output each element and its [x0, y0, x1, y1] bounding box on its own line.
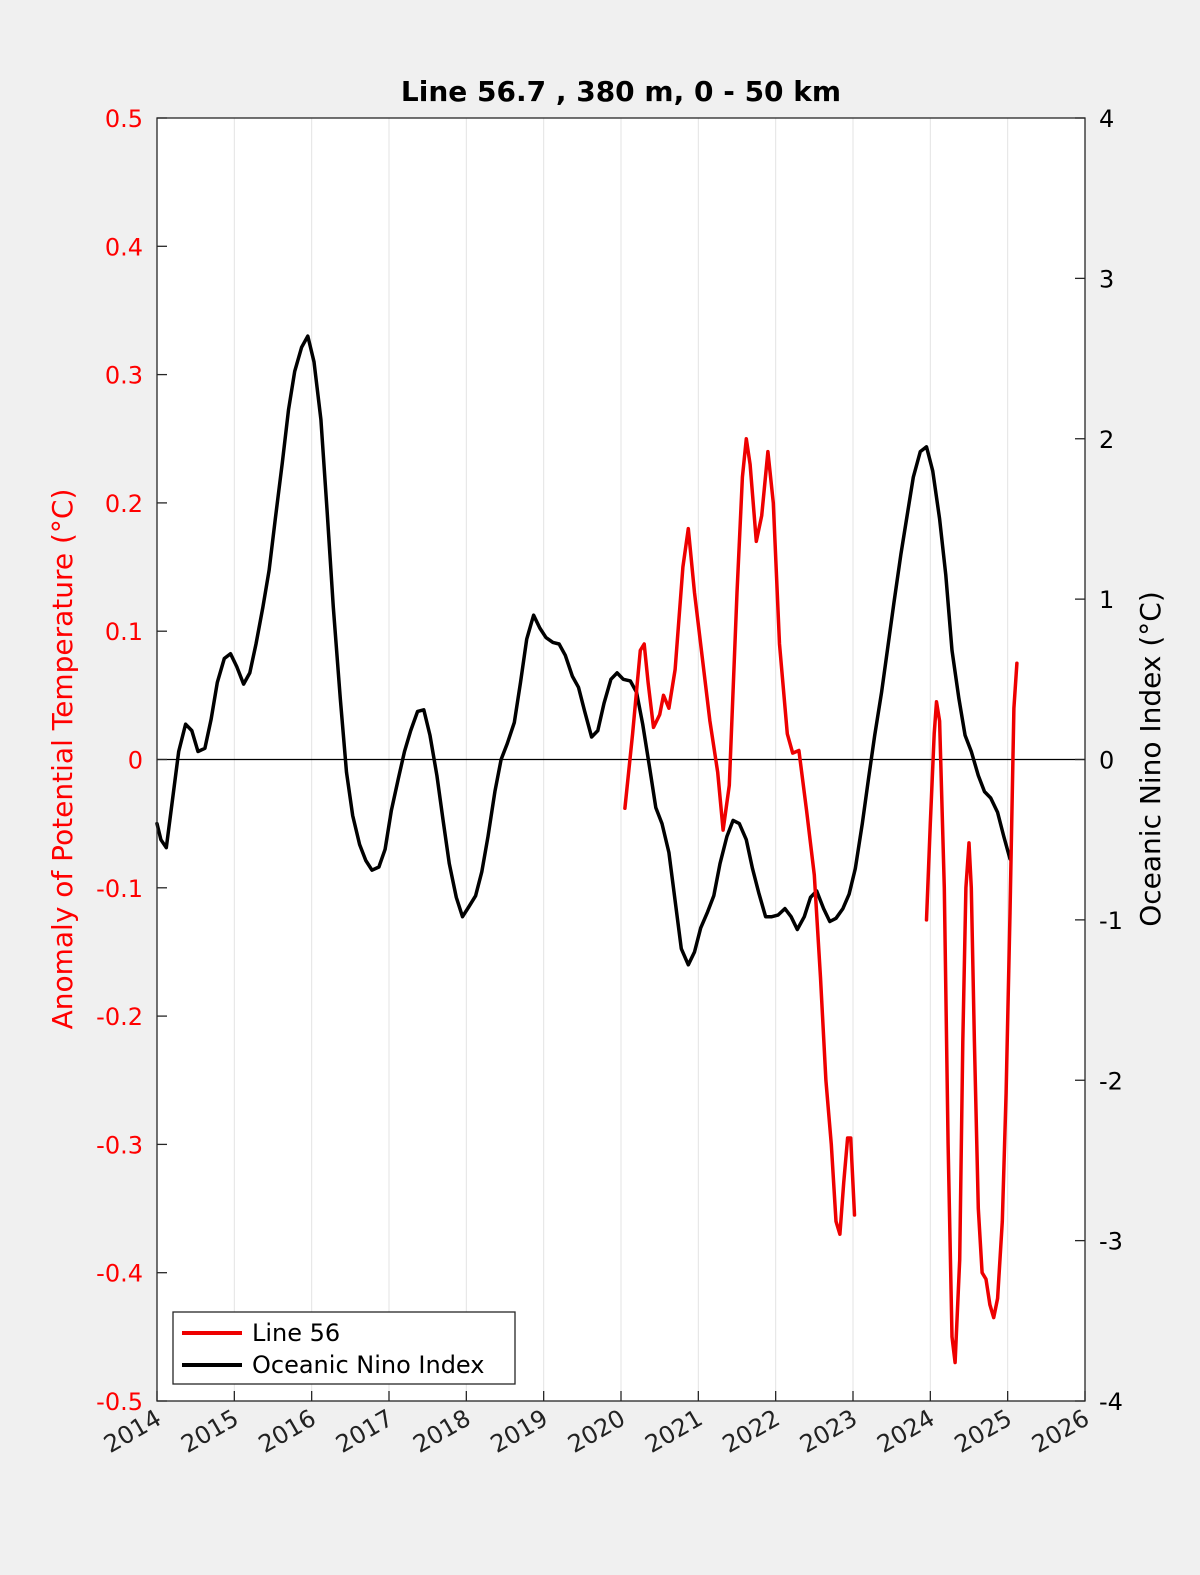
left-tick-label-7: 0.2: [105, 490, 143, 518]
x-tick-label-2022: 2022: [718, 1404, 785, 1459]
x-tick-label-2015: 2015: [176, 1404, 243, 1459]
right-tick-label-3: -1: [1099, 907, 1123, 935]
left-tick-label-6: 0.1: [105, 618, 143, 646]
legend-box: [172, 1311, 516, 1385]
left-tick-label-5: 0: [128, 747, 143, 775]
x-tick-label-2023: 2023: [795, 1404, 862, 1459]
x-tick-label-2018: 2018: [408, 1404, 475, 1459]
legend-label-oni: Oceanic Nino Index: [252, 1351, 484, 1379]
left-tick-label-10: 0.5: [105, 105, 143, 133]
left-axis-label: Anomaly of Potential Temperature (°C): [46, 489, 79, 1030]
left-tick-label-1: -0.4: [96, 1260, 143, 1288]
series-line-line56-segment-0: [623, 437, 857, 1236]
left-tick-label-2: -0.3: [96, 1131, 143, 1159]
right-axis-label: Oceanic Nino Index (°C): [1134, 591, 1167, 927]
legend-label-line56: Line 56: [252, 1319, 340, 1347]
right-tick-label-8: 4: [1099, 105, 1114, 133]
x-tick-label-2026: 2026: [1027, 1404, 1094, 1459]
series-line-oceanic-nino-index: [155, 334, 1012, 967]
left-tick-label-8: 0.3: [105, 362, 143, 390]
right-tick-label-6: 2: [1099, 426, 1114, 454]
series-line-line56-segment-1: [924, 661, 1019, 1365]
x-tick-label-2021: 2021: [640, 1404, 707, 1459]
x-tick-label-2020: 2020: [563, 1404, 630, 1459]
right-tick-label-5: 1: [1099, 586, 1114, 614]
x-tick-label-2019: 2019: [486, 1404, 553, 1459]
right-tick-label-1: -3: [1099, 1228, 1123, 1256]
left-y-axis: -0.5 -0.4 -0.3 -0.2 -0.1 0 0.1 0.2 0.3 0.4 0.5: [96, 105, 167, 1416]
x-tick-label-2024: 2024: [872, 1404, 939, 1459]
right-tick-label-0: -4: [1099, 1388, 1123, 1416]
chart-title: Line 56.7 , 380 m, 0 - 50 km: [401, 75, 841, 108]
x-tick-label-2017: 2017: [331, 1404, 398, 1459]
x-tick-label-2016: 2016: [254, 1404, 321, 1459]
right-tick-label-4: 0: [1099, 747, 1114, 775]
left-tick-label-0: -0.5: [96, 1388, 143, 1416]
x-tick-label-2025: 2025: [950, 1404, 1017, 1459]
legend: Line 56 Oceanic Nino Index: [172, 1311, 516, 1385]
left-tick-label-3: -0.2: [96, 1003, 143, 1031]
series-layer: [155, 334, 1019, 1365]
right-tick-label-2: -2: [1099, 1067, 1123, 1095]
right-y-axis: -4 -3 -2 -1 0 1 2 3 4: [1075, 105, 1123, 1416]
left-tick-label-4: -0.1: [96, 875, 143, 903]
right-tick-label-7: 3: [1099, 265, 1114, 293]
left-tick-label-9: 0.4: [105, 233, 143, 261]
